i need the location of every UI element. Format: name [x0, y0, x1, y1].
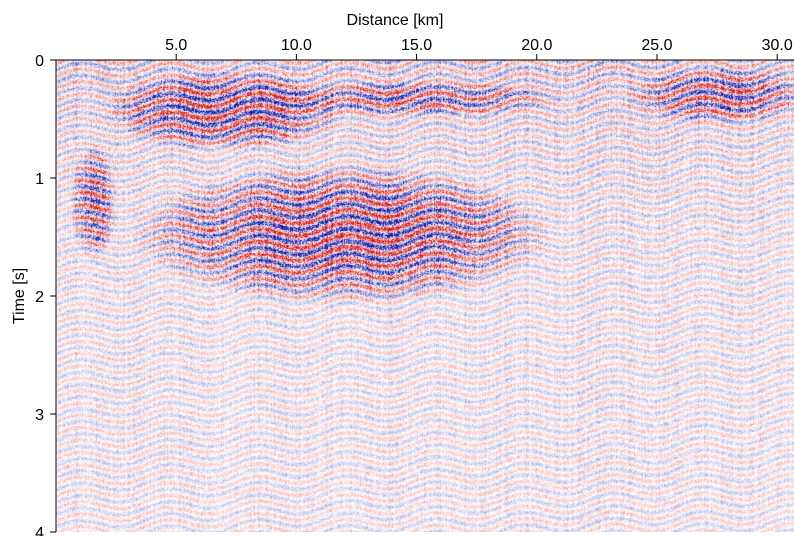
x-tick-label: 20.0 [521, 37, 552, 54]
x-tick-label: 25.0 [641, 37, 672, 54]
y-tick-label: 0 [35, 53, 44, 70]
y-tick-label: 4 [35, 525, 44, 536]
x-tick-label: 30.0 [762, 37, 793, 54]
x-tick-label: 15.0 [401, 37, 432, 54]
y-axis-label: Time [s] [11, 268, 28, 324]
y-tick-label: 1 [35, 171, 44, 188]
seismic-amplitude-image [56, 60, 794, 532]
y-tick-label: 3 [35, 407, 44, 424]
y-axis-ticks: 0 1 2 3 4 [35, 53, 56, 536]
x-axis-ticks: 5.0 10.0 15.0 20.0 25.0 30.0 [165, 37, 793, 60]
x-tick-label: 10.0 [281, 37, 312, 54]
x-tick-label: 5.0 [165, 37, 187, 54]
x-axis-label: Distance [km] [347, 12, 444, 29]
y-tick-label: 2 [35, 289, 44, 306]
